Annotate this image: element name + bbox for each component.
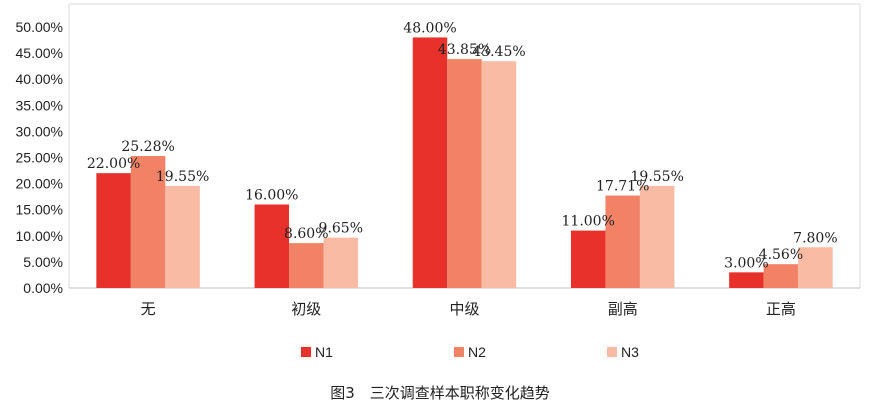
data-label: 17.71% (596, 179, 649, 195)
data-label: 19.55% (156, 169, 209, 185)
data-label: 48.00% (403, 20, 456, 36)
data-label: 9.65% (319, 221, 363, 237)
data-label: 16.00% (245, 187, 298, 203)
x-tick-label: 副高 (608, 300, 638, 318)
y-tick-label: 0.00% (23, 280, 63, 296)
bar-n3-4 (798, 247, 833, 288)
bar-n3-3 (639, 185, 675, 288)
y-tick-label: 15.00% (16, 202, 63, 218)
figure-caption: 图3 三次调查样本职称变化趋势 (330, 384, 550, 402)
legend-swatch-n3 (607, 347, 617, 357)
bar-n1-2 (412, 37, 448, 288)
y-tick-label: 10.00% (16, 228, 63, 244)
y-tick-label: 45.00% (16, 45, 63, 61)
data-label: 25.28% (121, 139, 174, 155)
y-tick-label: 5.00% (23, 254, 63, 270)
bar-n2-1 (289, 243, 324, 288)
bar-n2-4 (763, 264, 799, 288)
bar-n1-3 (570, 230, 606, 288)
axes: 0.00% 5.00% 10.00% 15.00% 20.00% 25.00% 30.00%… (16, 3, 861, 318)
bar-n1-1 (254, 204, 290, 288)
data-label: 3.00% (724, 255, 768, 271)
data-label: 11.00% (562, 214, 615, 230)
data-label: 22.00% (87, 156, 140, 172)
x-tick-label: 中级 (449, 300, 479, 318)
bar-n1-0 (96, 173, 131, 288)
data-labels: 22.00%25.28% 19.55% 16.00% 8.60%9.65% 48.00%… (87, 20, 838, 271)
y-tick-label: 30.00% (16, 123, 63, 139)
bar-n2-2 (447, 59, 482, 289)
x-tick-label: 初级 (291, 300, 321, 318)
bar-n3-0 (165, 185, 200, 288)
data-label: 8.60% (284, 226, 328, 242)
bar-n1-4 (729, 272, 764, 288)
data-label: 4.56% (759, 247, 803, 263)
bar-n3-2 (481, 61, 517, 289)
y-tick-label: 50.00% (16, 19, 63, 35)
data-label: 19.55% (631, 169, 684, 185)
data-label: 43.45% (472, 44, 525, 60)
legend: N1 N2 N3 (301, 344, 639, 360)
legend-label-n3: N3 (621, 344, 639, 360)
bar-n2-3 (605, 195, 640, 288)
legend-label-n2: N2 (468, 344, 486, 360)
y-tick-label: 20.00% (16, 176, 63, 192)
x-tick-label: 无 (141, 300, 156, 318)
y-tick-label: 35.00% (16, 97, 63, 113)
data-label: 43.85% (438, 42, 491, 58)
bar-n3-1 (323, 237, 359, 288)
bars (96, 37, 833, 289)
legend-swatch-n1 (301, 347, 311, 357)
legend-swatch-n2 (454, 347, 464, 357)
y-tick-label: 25.00% (16, 150, 63, 166)
x-tick-label: 正高 (766, 300, 796, 318)
data-label: 7.80% (793, 230, 837, 246)
bar-n2-0 (130, 156, 166, 288)
legend-label-n1: N1 (315, 344, 333, 360)
y-tick-label: 40.00% (16, 71, 63, 87)
